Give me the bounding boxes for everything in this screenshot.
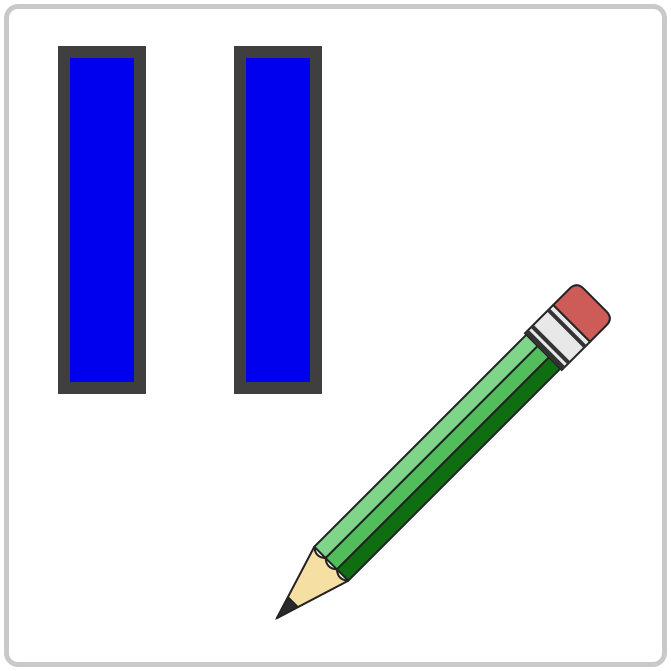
pause-bar-left [58, 46, 146, 394]
pause-bar-right [234, 46, 322, 394]
